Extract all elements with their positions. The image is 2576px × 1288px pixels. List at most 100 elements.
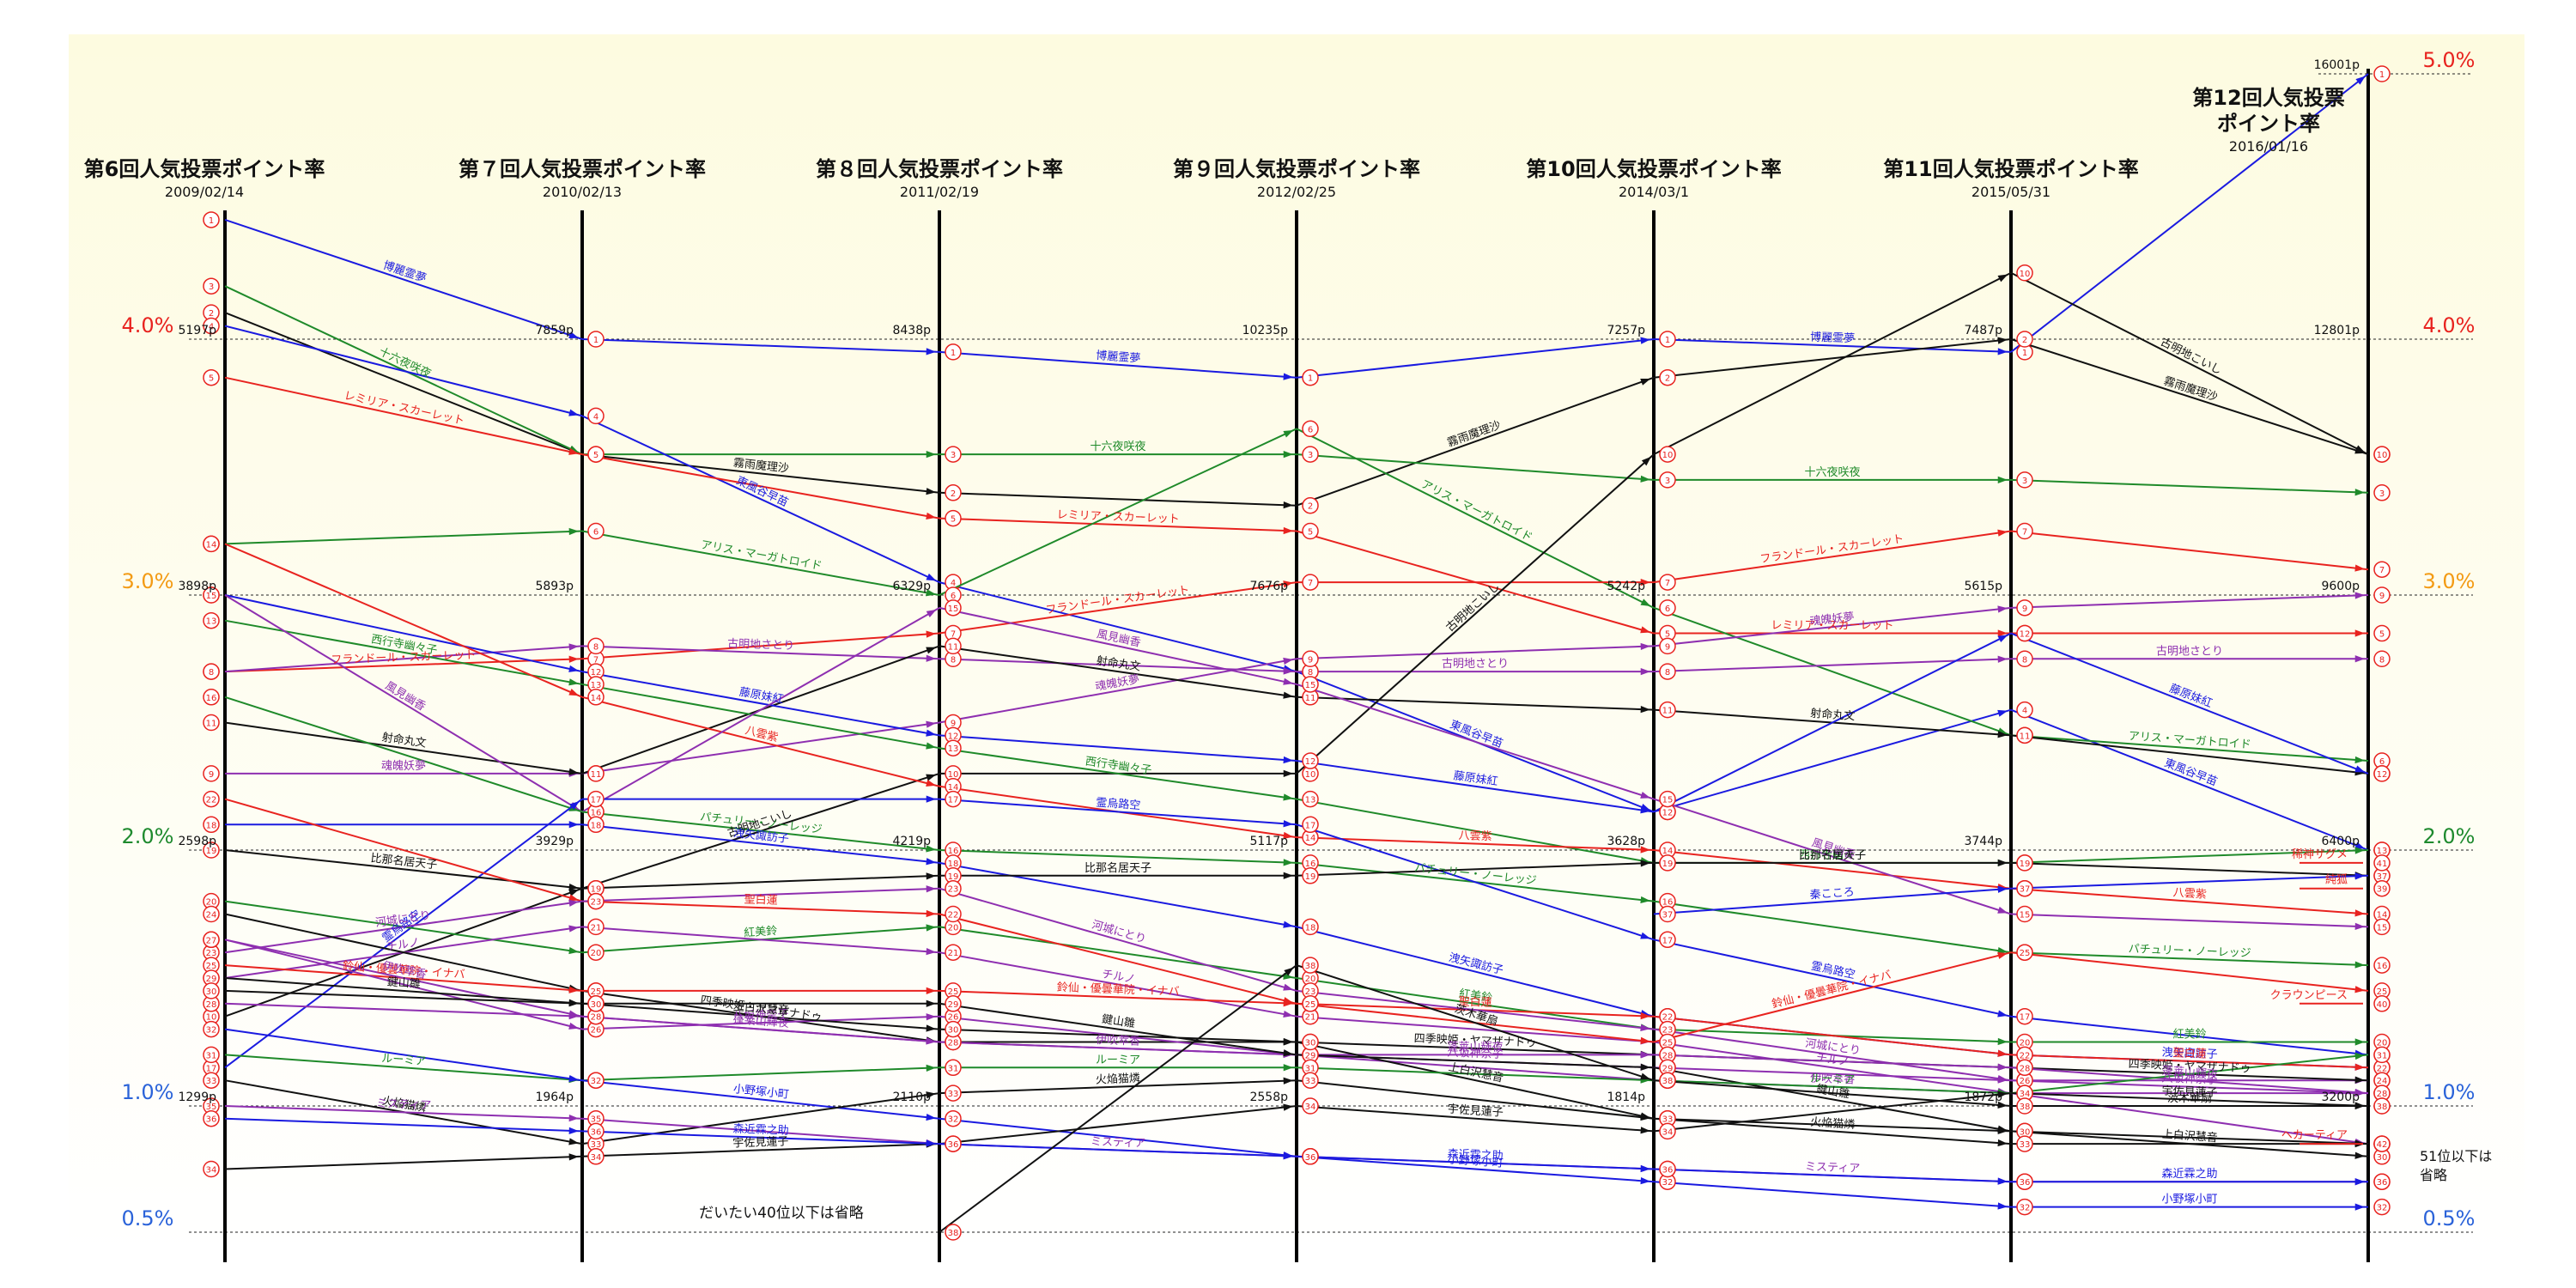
rank-marker-label: 1 [951, 349, 956, 358]
rank-marker-label: 17 [1305, 821, 1316, 830]
series-segment [224, 939, 583, 1018]
rank-marker [1302, 957, 1319, 974]
series-segment [1296, 696, 1655, 711]
rank-marker-label: 9 [2022, 605, 2027, 614]
series-segment [581, 1079, 940, 1120]
series-segment [1653, 1079, 2012, 1095]
rank-marker [1659, 663, 1676, 680]
rank-marker [945, 1135, 962, 1152]
series-arrow [926, 742, 937, 750]
rank-marker-label: 17 [948, 796, 959, 805]
rank-marker [1659, 1160, 1676, 1178]
rank-marker [945, 637, 962, 655]
series-segment [581, 1015, 940, 1030]
rank-marker [203, 317, 220, 335]
series-name-label: 四季映姫・ヤマザナドゥ [2128, 1058, 2251, 1075]
series-arrow [1283, 920, 1294, 928]
series-name-label: ルーミア [381, 1052, 427, 1068]
rank-marker [2373, 957, 2391, 974]
rank-marker [1302, 574, 1319, 591]
series-arrow [2354, 1076, 2366, 1084]
rank-marker-label: 6 [951, 592, 956, 601]
rank-marker-label: 14 [591, 694, 602, 703]
omitted-51-note: 省略 [2420, 1167, 2447, 1183]
rank-marker-label: 19 [206, 847, 217, 856]
rank-marker-label: 23 [206, 949, 217, 958]
poll-title: 第6回人気投票ポイント率 [84, 157, 325, 181]
percent-label-right: 0.5% [2423, 1206, 2476, 1230]
rank-marker [945, 509, 962, 527]
rank-marker [2373, 484, 2391, 501]
series-segment [939, 1028, 1297, 1043]
rank-marker-label: 25 [1305, 1000, 1316, 1010]
series-segment [1653, 1054, 2012, 1069]
series-segment [581, 721, 940, 775]
rank-marker [1302, 816, 1319, 834]
series-segment [939, 1079, 1297, 1095]
series-segment [1653, 1181, 2012, 1208]
percent-label-left: 0.5% [122, 1206, 174, 1230]
series-name-label: フランドール・スカーレット [331, 649, 476, 667]
series-segment [2010, 874, 2369, 890]
rank-marker [587, 1072, 605, 1089]
series-arrow [568, 999, 580, 1007]
poll-title: 第８回人気投票ポイント率 [816, 157, 1063, 181]
rank-marker [203, 535, 220, 553]
rank-marker-label: 11 [2020, 732, 2031, 741]
rank-marker [587, 1148, 605, 1165]
series-segment [581, 606, 940, 813]
rank-marker-label: 36 [2020, 1178, 2031, 1188]
series-arrow [1997, 629, 2008, 637]
rank-marker [1302, 676, 1319, 693]
series-segment [2010, 594, 2369, 609]
rank-marker-label: 36 [591, 1127, 602, 1137]
rank-marker-label: 3 [209, 283, 214, 292]
series-segment [939, 350, 1297, 379]
point-label: 5197p [178, 324, 216, 337]
rank-marker-label: 16 [206, 694, 217, 703]
series-name-label: 八雲紫 [1458, 829, 1492, 843]
rank-marker [587, 1122, 605, 1140]
series-arrow [2354, 1052, 2366, 1060]
poll-date: 2015/05/31 [1971, 184, 2050, 200]
rank-marker-label: 24 [206, 911, 217, 920]
rank-marker-label: 7 [951, 630, 956, 640]
series-segment [224, 530, 583, 545]
rank-marker-label: 4 [593, 412, 598, 422]
series-segment [939, 964, 1297, 1233]
rank-marker-label: 11 [1662, 707, 1674, 716]
rank-marker-label: 18 [948, 860, 959, 869]
series-arrow [1283, 793, 1294, 801]
series-segment [1653, 1092, 2012, 1133]
series-segment [224, 1054, 583, 1082]
series-name-label: 伊吹萃香 [1096, 1034, 1141, 1048]
rank-marker [203, 1109, 220, 1127]
rank-marker-label: 1 [2379, 70, 2385, 80]
series-name-label: 森近霖之助 [2161, 1168, 2217, 1181]
series-name-label: 博麗霊夢 [1810, 331, 1856, 346]
series-arrow [1283, 501, 1294, 509]
series-segment [939, 1143, 1297, 1157]
rank-marker-label: 25 [591, 987, 602, 997]
rank-marker-label: 15 [1662, 796, 1674, 805]
series-segment [1653, 338, 2012, 353]
rank-marker [203, 1020, 220, 1038]
rank-marker [203, 663, 220, 680]
series-arrow [1640, 578, 1650, 586]
series-segment [224, 696, 583, 813]
series-arrow [1283, 820, 1294, 828]
series-arrow [1640, 1063, 1651, 1071]
series-name-label: 西行寺幽々子 [1799, 849, 1866, 862]
series-arrow [1640, 642, 1651, 651]
series-segment [581, 823, 940, 864]
point-label: 2110p [892, 1091, 931, 1104]
rank-marker-label: 32 [948, 1115, 959, 1125]
series-arrow [1997, 635, 2008, 643]
rank-marker-label: 36 [1305, 1153, 1316, 1163]
series-arrow [568, 1012, 580, 1020]
series-segment [2010, 271, 2369, 455]
series-segment [581, 887, 940, 902]
series-arrow [1640, 705, 1651, 714]
series-segment [1296, 645, 1655, 660]
rank-marker-label: 24 [2377, 1077, 2388, 1086]
